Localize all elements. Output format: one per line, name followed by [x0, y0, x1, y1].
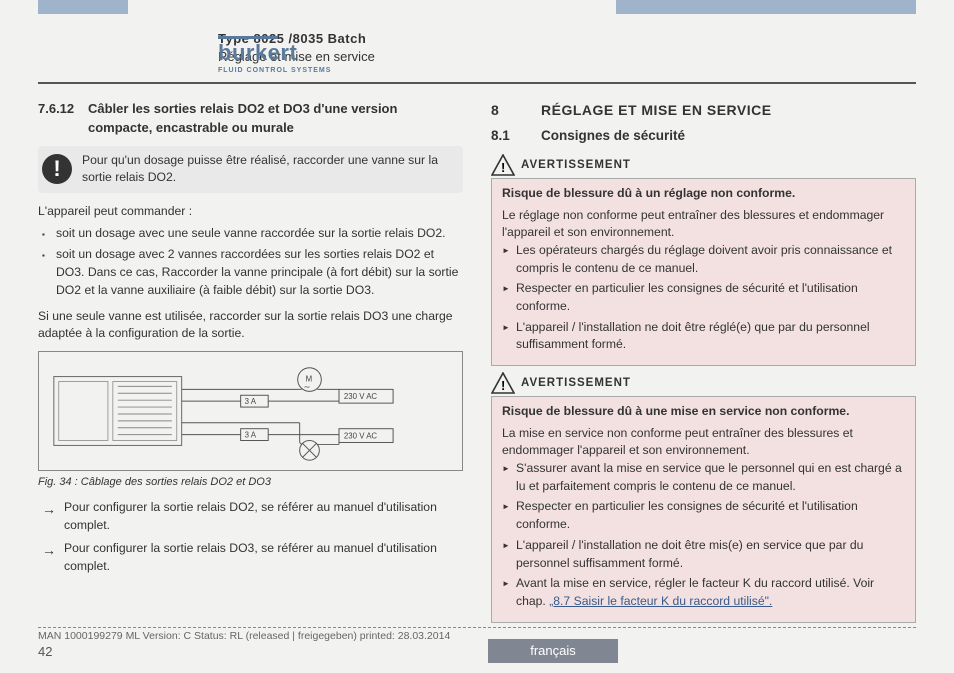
- subchapter-title: Consignes de sécurité: [541, 126, 685, 146]
- intro-text: L'appareil peut commander :: [38, 203, 463, 221]
- list-item: Respecter en particulier les consignes d…: [516, 498, 905, 533]
- page-footer: MAN 1000199279 ML Version: C Status: RL …: [38, 627, 916, 659]
- fuse-label: 3 A: [245, 430, 257, 439]
- figure-caption: Fig. 34 : Câblage des sorties relais DO2…: [38, 475, 463, 491]
- list-item: Les opérateurs chargés du réglage doiven…: [516, 242, 905, 277]
- language-tab: français: [488, 639, 618, 663]
- voltage-label: 230 V AC: [344, 431, 378, 440]
- list-item: Respecter en particulier les consignes d…: [516, 280, 905, 315]
- fuse-label: 3 A: [245, 397, 257, 406]
- list-item: S'assurer avant la mise en service que l…: [516, 460, 905, 495]
- chapter-number: 8: [491, 100, 541, 120]
- list-item: soit un dosage avec une seule vanne racc…: [56, 225, 463, 243]
- warning-box: Risque de blessure dû à une mise en serv…: [491, 396, 916, 623]
- instruction-text: Pour configurer la sortie relais DO2, se…: [64, 499, 463, 534]
- warning-header: ! AVERTISSEMENT: [491, 154, 916, 176]
- svg-text:!: !: [501, 378, 505, 393]
- subchapter-number: 8.1: [491, 126, 541, 146]
- warning-triangle-icon: !: [491, 154, 515, 176]
- warning-label: AVERTISSEMENT: [521, 375, 631, 392]
- voltage-label: 230 V AC: [344, 392, 378, 401]
- wiring-diagram: 3 A 3 A M ∼: [38, 351, 463, 471]
- section-title: Câbler les sorties relais DO2 et DO3 d'u…: [88, 100, 463, 138]
- info-note: ! Pour qu'un dosage puisse être réalisé,…: [38, 146, 463, 193]
- warning-list: Les opérateurs chargés du réglage doiven…: [502, 242, 905, 354]
- warning-title: Risque de blessure dû à une mise en serv…: [502, 403, 905, 421]
- cross-reference-link[interactable]: „8.7 Saisir le facteur K du raccord util…: [549, 594, 772, 608]
- brand-logo: burkert FLUID CONTROL SYSTEMS: [218, 36, 331, 74]
- chapter-title: RÉGLAGE ET MISE EN SERVICE: [541, 100, 772, 120]
- list-item: L'appareil / l'installation ne doit être…: [516, 537, 905, 572]
- header-accent-left: [38, 0, 128, 14]
- right-column: 8 RÉGLAGE ET MISE EN SERVICE 8.1 Consign…: [491, 100, 916, 629]
- list-item: soit un dosage avec 2 vannes raccordées …: [56, 246, 463, 299]
- warning-triangle-icon: !: [491, 372, 515, 394]
- list-item: L'appareil / l'installation ne doit être…: [516, 319, 905, 354]
- warning-intro: La mise en service non conforme peut ent…: [502, 425, 905, 460]
- warning-intro: Le réglage non conforme peut entraîner d…: [502, 207, 905, 242]
- header-accent-right: [616, 0, 916, 14]
- instruction-item: → Pour configurer la sortie relais DO2, …: [38, 499, 463, 534]
- document-id: MAN 1000199279 ML Version: C Status: RL …: [38, 630, 916, 642]
- exclamation-icon: !: [42, 154, 72, 184]
- page-number: 42: [38, 644, 916, 659]
- note-text: Pour qu'un dosage puisse être réalisé, r…: [82, 152, 455, 187]
- svg-text:∼: ∼: [304, 382, 311, 391]
- warning-title: Risque de blessure dû à un réglage non c…: [502, 185, 905, 203]
- arrow-icon: →: [42, 499, 64, 534]
- paragraph: Si une seule vanne est utilisée, raccord…: [38, 308, 463, 343]
- bullet-list: soit un dosage avec une seule vanne racc…: [38, 225, 463, 300]
- subchapter-heading: 8.1 Consignes de sécurité: [491, 126, 916, 146]
- arrow-icon: →: [42, 540, 64, 575]
- svg-text:!: !: [501, 160, 505, 175]
- warning-label: AVERTISSEMENT: [521, 157, 631, 174]
- list-item: Avant la mise en service, régler le fact…: [516, 575, 905, 610]
- chapter-heading: 8 RÉGLAGE ET MISE EN SERVICE: [491, 100, 916, 120]
- brand-tagline: FLUID CONTROL SYSTEMS: [218, 67, 331, 74]
- warning-header: ! AVERTISSEMENT: [491, 372, 916, 394]
- left-column: 7.6.12 Câbler les sorties relais DO2 et …: [38, 100, 463, 629]
- warning-box: Risque de blessure dû à un réglage non c…: [491, 178, 916, 366]
- page-header: burkert FLUID CONTROL SYSTEMS Type 8025 …: [38, 14, 916, 84]
- instruction-item: → Pour configurer la sortie relais DO3, …: [38, 540, 463, 575]
- brand-name: burkert: [218, 40, 297, 65]
- section-number: 7.6.12: [38, 100, 88, 138]
- instruction-text: Pour configurer la sortie relais DO3, se…: [64, 540, 463, 575]
- section-heading: 7.6.12 Câbler les sorties relais DO2 et …: [38, 100, 463, 138]
- warning-list: S'assurer avant la mise en service que l…: [502, 460, 905, 611]
